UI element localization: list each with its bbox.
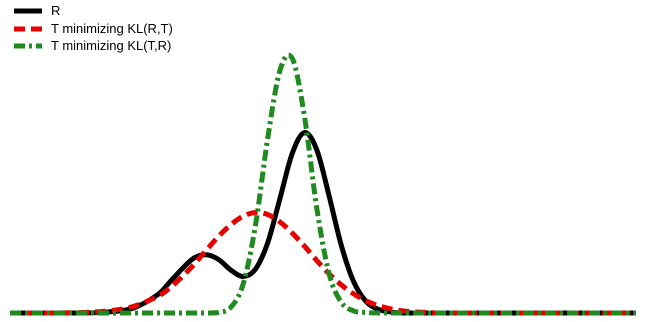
- series-line-0: [10, 130, 636, 316]
- legend-label-r: R: [51, 3, 60, 18]
- series-lines: [10, 52, 636, 316]
- series-line-2: [10, 52, 636, 316]
- legend-label-kl-rt: T minimizing KL(R,T): [51, 21, 173, 36]
- legend: R T minimizing KL(R,T) T minimizing KL(T…: [14, 3, 173, 53]
- legend-label-kl-tr: T minimizing KL(T,R): [51, 38, 171, 53]
- series-line-1: [10, 209, 636, 316]
